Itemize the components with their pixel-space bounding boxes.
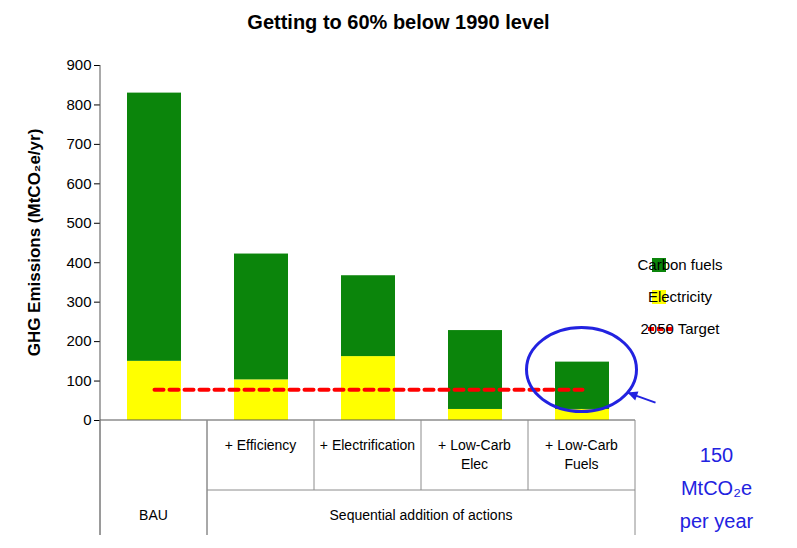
svg-text:800: 800 [66,96,91,113]
svg-text:150: 150 [700,444,733,466]
svg-text:400: 400 [66,254,91,271]
svg-text:+ Low-CarbFuels: + Low-CarbFuels [545,437,618,472]
svg-text:Sequential addition of actions: Sequential addition of actions [330,507,513,523]
svg-text:GHG Emissions (MtCO₂e/yr): GHG Emissions (MtCO₂e/yr) [25,129,44,357]
html-text:Getting to 60% below 1990 leve: Getting to 60% below 1990 level [247,11,550,33]
svg-text:0: 0 [83,411,91,428]
svg-text:per year: per year [680,510,754,532]
svg-text:2050 Target: 2050 Target [641,320,721,337]
svg-text:700: 700 [66,135,91,152]
svg-text:Carbon fuels: Carbon fuels [637,256,722,273]
svg-text:200: 200 [66,332,91,349]
svg-text:+ Efficiency: + Efficiency [225,437,297,453]
svg-text:500: 500 [66,214,91,231]
svg-text:600: 600 [66,175,91,192]
svg-text:100: 100 [66,372,91,389]
svg-text:300: 300 [66,293,91,310]
svg-text:900: 900 [66,56,91,73]
svg-text:+ Low-CarbElec: + Low-CarbElec [438,437,511,472]
svg-text:Electricity: Electricity [648,288,713,305]
svg-text:BAU: BAU [139,507,168,523]
svg-text:MtCO₂e: MtCO₂e [681,477,752,499]
svg-text:+ Electrification: + Electrification [320,437,415,453]
